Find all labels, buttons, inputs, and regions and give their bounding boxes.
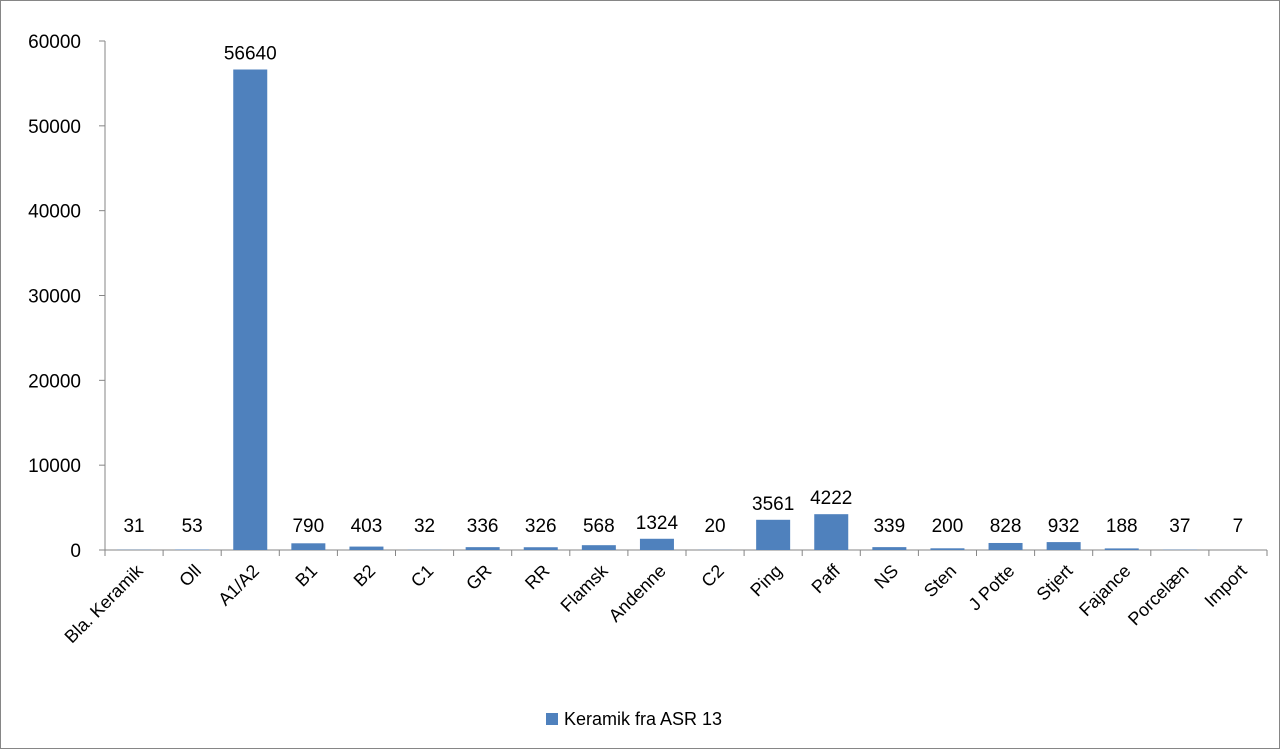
bar [814, 514, 848, 550]
bar [989, 543, 1023, 550]
data-label: 37 [1169, 516, 1190, 537]
x-tick-label: GR [462, 561, 495, 594]
x-tick-label: Paff [808, 560, 845, 597]
bars-layer [117, 70, 1255, 550]
data-label: 200 [932, 516, 964, 537]
bar [582, 545, 616, 550]
y-tick-label: 40000 [28, 202, 81, 223]
data-label: 32 [414, 516, 435, 537]
x-tick-label: B1 [291, 561, 321, 591]
data-label: 56640 [224, 44, 277, 65]
data-label: 932 [1048, 516, 1080, 537]
x-tick-label: Ping [746, 561, 786, 601]
bar [524, 547, 558, 550]
x-tick-label: Porcelæn [1124, 561, 1193, 630]
y-tick-label: 20000 [28, 371, 81, 392]
data-label: 326 [525, 516, 557, 537]
data-label: 1324 [636, 513, 679, 534]
bar [1047, 542, 1081, 550]
y-tick-label: 0 [70, 541, 81, 562]
bar [466, 547, 500, 550]
data-label: 790 [292, 516, 324, 537]
data-label: 20 [704, 516, 725, 537]
x-tick-label: Sten [920, 561, 960, 601]
bar [872, 547, 906, 550]
y-tick-label: 30000 [28, 287, 81, 308]
axis-layer: 0 10000 20000 30000 40000 50000 60000 [28, 32, 1267, 562]
x-tick-label: RR [521, 561, 554, 594]
y-tick-label: 50000 [28, 117, 81, 138]
legend-label: Keramik fra ASR 13 [564, 709, 722, 729]
x-tick-label: Flamsk [557, 560, 613, 616]
legend-swatch [546, 713, 558, 725]
legend: Keramik fra ASR 13 [546, 709, 722, 729]
y-tick-label: 60000 [28, 32, 81, 53]
x-tick-label: Andenne [605, 561, 670, 626]
bar [930, 548, 964, 550]
bar [756, 520, 790, 550]
data-label: 828 [990, 516, 1022, 537]
x-tick-label: Oll [175, 561, 205, 591]
x-tick-label: C1 [407, 561, 437, 591]
x-tick-label: A1/A2 [214, 561, 263, 610]
x-tick-label: B2 [350, 561, 380, 591]
x-tick-label: Fajance [1075, 561, 1134, 620]
bar [291, 543, 325, 550]
bar [640, 539, 674, 550]
x-tick-label: NS [870, 561, 902, 593]
data-label: 4222 [810, 488, 852, 509]
data-label: 336 [467, 516, 499, 537]
data-label: 53 [182, 516, 203, 537]
x-tick-label: Import [1201, 561, 1251, 611]
data-label: 403 [351, 516, 383, 537]
x-tick-label: Stjert [1033, 561, 1077, 605]
x-tick-label: Bla. Keramik [61, 560, 148, 647]
data-label: 568 [583, 516, 615, 537]
bar [1105, 548, 1139, 550]
bar [233, 70, 267, 550]
data-label: 7 [1233, 516, 1244, 537]
y-tick-label: 10000 [28, 456, 81, 477]
data-label: 188 [1106, 516, 1138, 537]
data-label: 339 [873, 516, 905, 537]
x-tick-label: J Potte [965, 561, 1019, 615]
bar [349, 547, 383, 550]
data-label: 3561 [752, 494, 794, 515]
x-tick-label: C2 [697, 561, 727, 591]
data-label: 31 [123, 516, 144, 537]
